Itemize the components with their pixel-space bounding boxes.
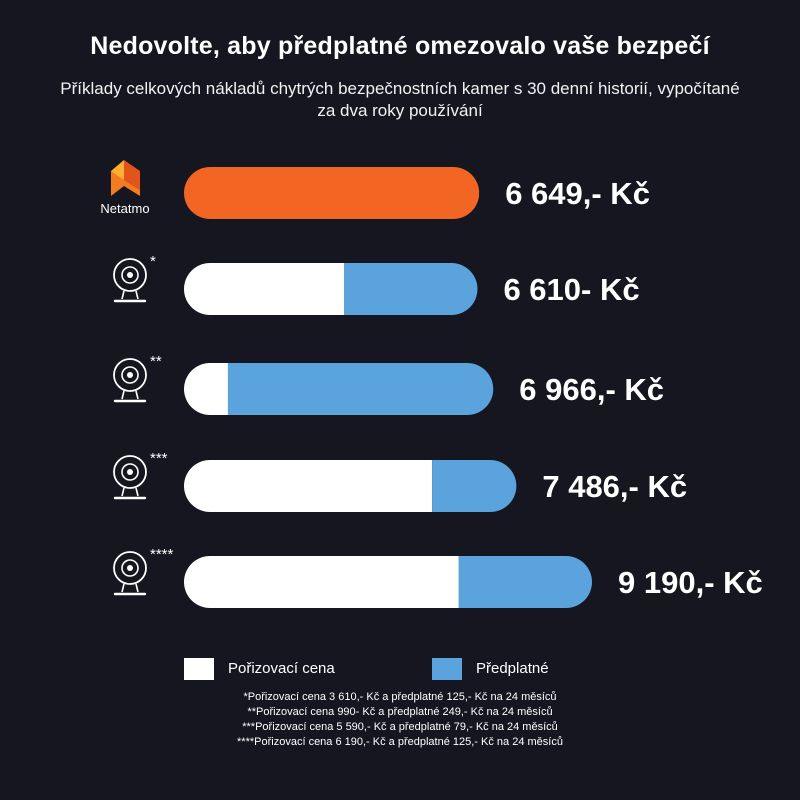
camera-icon — [121, 463, 139, 481]
camera-icon — [127, 469, 133, 475]
bar-segment-subscription — [344, 263, 478, 315]
camera-icon — [113, 455, 147, 489]
bar-segment-subscription — [458, 556, 592, 608]
camera-icon — [121, 583, 139, 593]
bar-segment-purchase — [184, 263, 345, 315]
camera-icon — [121, 487, 139, 497]
camera-icon — [113, 358, 147, 392]
bar-row — [184, 167, 480, 219]
bar-row — [184, 263, 478, 315]
camera-icon — [121, 390, 139, 400]
netatmo-logo-text: Netatmo — [100, 201, 149, 216]
data-label: 6 649,- Kč — [505, 176, 650, 211]
camera-icon — [121, 266, 139, 284]
legend-purchase-label: Pořizovací cena — [228, 660, 335, 677]
bar-netatmo — [184, 167, 480, 219]
legend-subscription-label: Předplatné — [476, 660, 549, 677]
netatmo-logo-icon — [111, 171, 140, 196]
camera-icon — [127, 372, 133, 378]
footnote-marker: * — [150, 253, 156, 270]
camera-icon — [113, 551, 147, 585]
chart-title: Nedovolte, aby předplatné omezovalo vaše… — [90, 32, 710, 60]
camera-icon — [113, 258, 147, 292]
bar-row — [184, 460, 517, 512]
bar-segment-purchase — [184, 556, 459, 608]
footnote: **Pořizovací cena 990- Kč a předplatné 2… — [247, 706, 553, 718]
data-label: 6 966,- Kč — [519, 372, 664, 407]
bar-row — [184, 363, 494, 415]
footnote: ****Pořizovací cena 6 190,- Kč a předpla… — [237, 736, 563, 748]
footnote-marker: **** — [150, 546, 174, 563]
footnote-marker: *** — [150, 450, 168, 467]
legend-subscription-swatch — [432, 658, 462, 680]
camera-icon — [121, 559, 139, 577]
camera-icon — [121, 290, 139, 300]
chart-subtitle: Příklady celkových nákladů chytrých bezp… — [60, 79, 740, 120]
camera-icon — [121, 366, 139, 384]
bar-row — [184, 556, 592, 608]
footnote: ***Pořizovací cena 5 590,- Kč a předplat… — [242, 721, 558, 733]
footnote-marker: ** — [150, 353, 162, 370]
legend-purchase-swatch — [184, 658, 214, 680]
camera-icon — [127, 565, 133, 571]
camera-icon — [127, 272, 133, 278]
bar-segment-purchase — [184, 460, 433, 512]
bar-segment-subscription — [432, 460, 517, 512]
data-label: 6 610- Kč — [503, 272, 639, 307]
data-label: 7 486,- Kč — [542, 469, 687, 504]
footnote: *Pořizovací cena 3 610,- Kč a předplatné… — [243, 691, 557, 703]
bar-segment-subscription — [227, 363, 494, 415]
bar-segment-purchase — [184, 363, 228, 415]
data-label: 9 190,- Kč — [618, 565, 763, 600]
footnotes: *Pořizovací cena 3 610,- Kč a předplatné… — [150, 690, 650, 750]
